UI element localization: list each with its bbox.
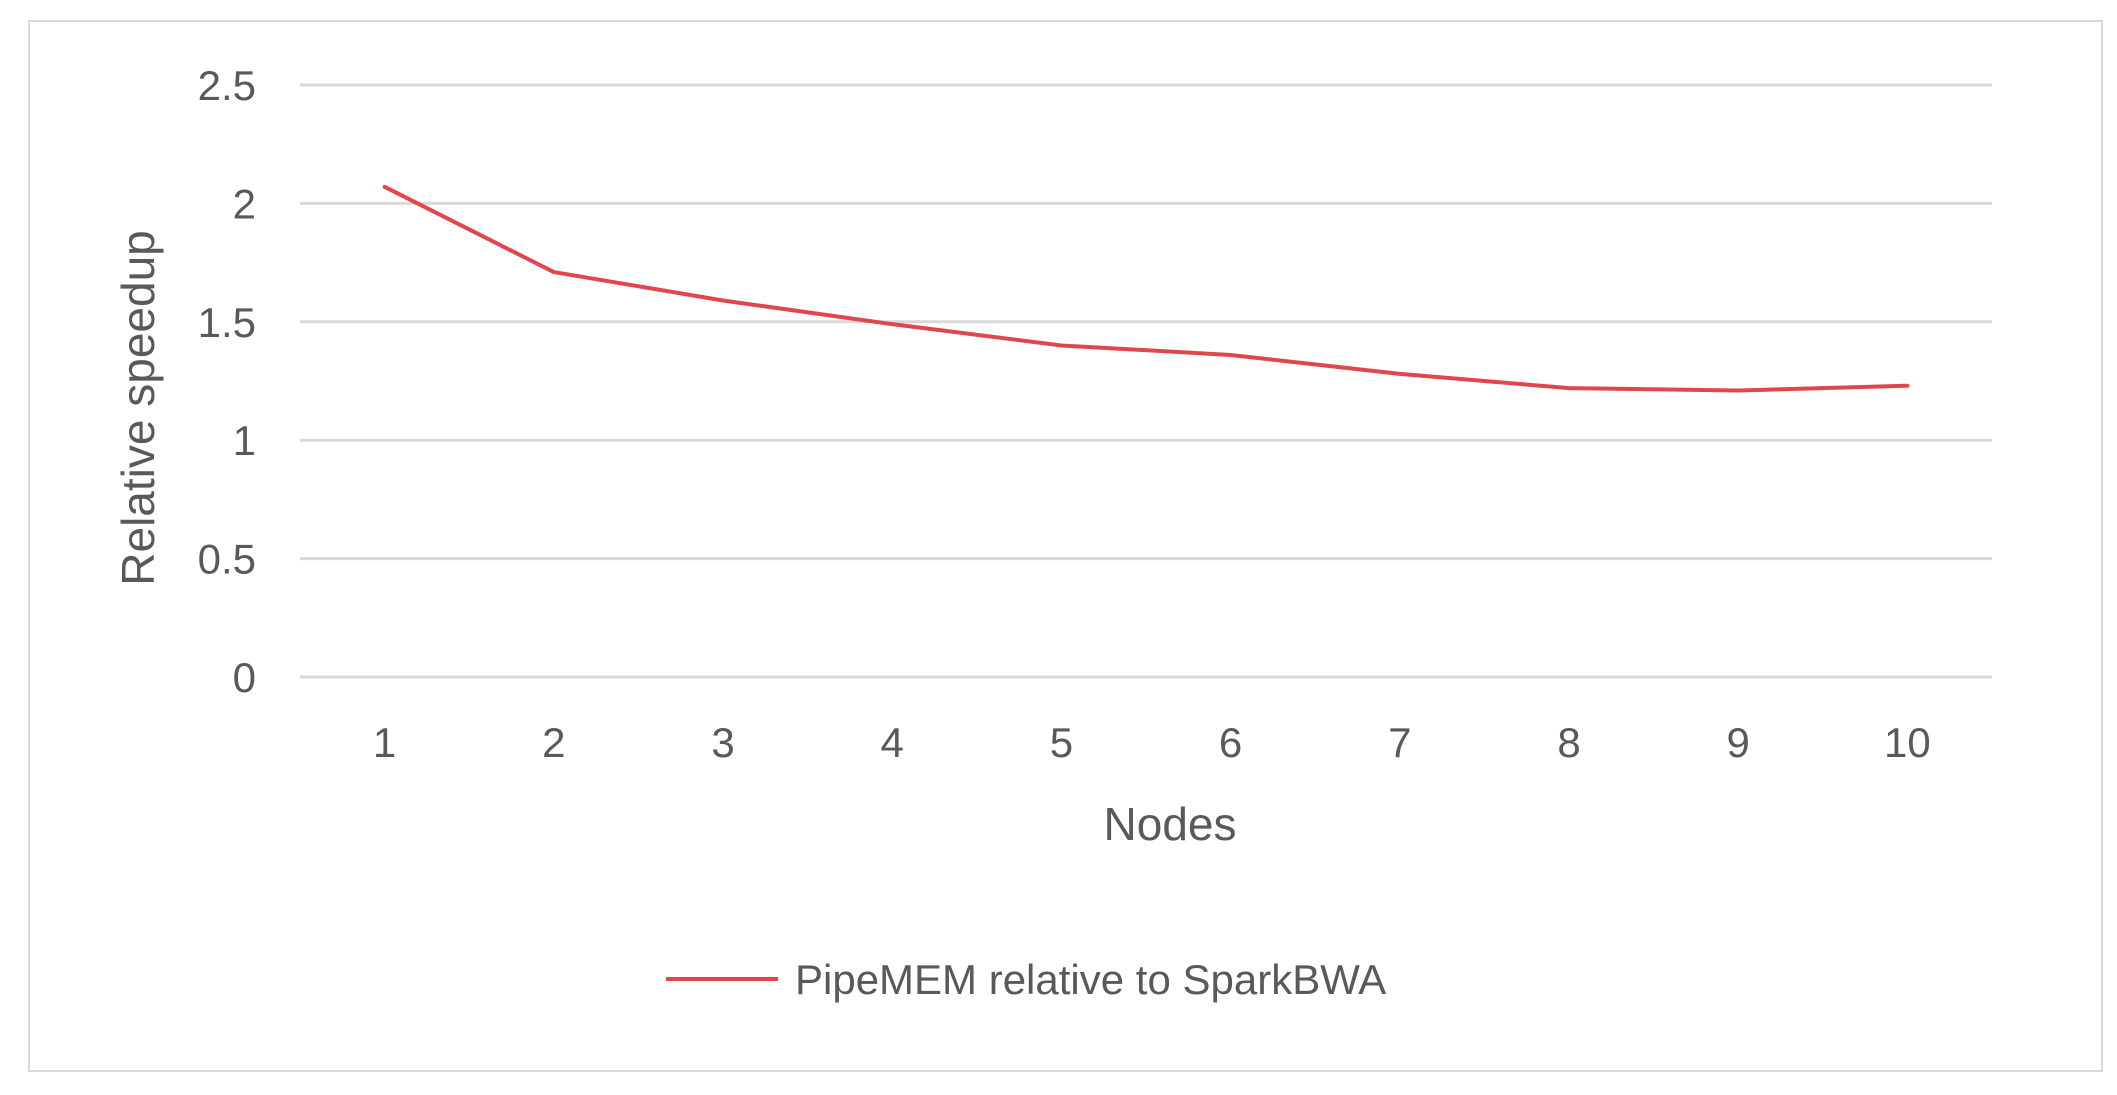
chart-frame: 0 0.5 1 1.5 2 2.5 1 2 3 4 5 6 7 8 9 10 Relative speedu… bbox=[28, 20, 2103, 1072]
x-tick-label: 6 bbox=[1219, 719, 1242, 766]
x-tick-label: 5 bbox=[1050, 719, 1073, 766]
x-tick-label: 7 bbox=[1388, 719, 1411, 766]
x-tick-label: 3 bbox=[711, 719, 734, 766]
y-axis-title: Relative speedup bbox=[112, 230, 164, 585]
y-tick-label: 1 bbox=[233, 417, 256, 464]
x-tick-labels: 1 2 3 4 5 6 7 8 9 10 bbox=[373, 719, 1931, 766]
series-lines bbox=[382, 184, 1910, 393]
x-tick-label: 10 bbox=[1884, 719, 1931, 766]
y-tick-label: 1.5 bbox=[198, 299, 256, 346]
legend: PipeMEM relative to SparkBWA bbox=[666, 956, 1386, 1003]
y-tick-label: 0 bbox=[233, 654, 256, 701]
gridlines bbox=[300, 83, 1992, 679]
y-tick-label: 2 bbox=[233, 180, 256, 227]
x-axis-title: Nodes bbox=[1104, 798, 1237, 850]
x-tick-label: 4 bbox=[881, 719, 904, 766]
legend-label: PipeMEM relative to SparkBWA bbox=[795, 956, 1386, 1003]
x-tick-label: 2 bbox=[542, 719, 565, 766]
series-line bbox=[382, 184, 1910, 393]
y-tick-label: 2.5 bbox=[198, 62, 256, 109]
line-chart: 0 0.5 1 1.5 2 2.5 1 2 3 4 5 6 7 8 9 10 Relative speedu… bbox=[112, 62, 1992, 1003]
y-tick-labels: 0 0.5 1 1.5 2 2.5 bbox=[198, 62, 256, 701]
x-tick-label: 8 bbox=[1557, 719, 1580, 766]
x-tick-label: 9 bbox=[1727, 719, 1750, 766]
y-tick-label: 0.5 bbox=[198, 536, 256, 583]
x-tick-label: 1 bbox=[373, 719, 396, 766]
